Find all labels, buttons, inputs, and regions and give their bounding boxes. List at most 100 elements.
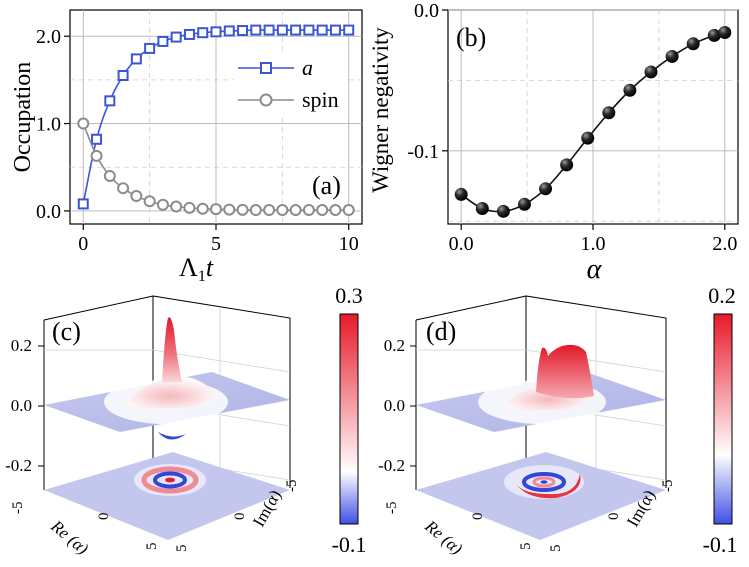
- panel-c-zticks: 0.2 0.0 -0.2: [5, 336, 32, 475]
- base-ytick-c-1: 0: [232, 513, 248, 521]
- panel-a-label: (a): [312, 171, 341, 200]
- point-a: [329, 24, 341, 36]
- panel-b-ylabel: Wigner negativity: [368, 27, 393, 193]
- base-ring-blue: [522, 472, 566, 492]
- base-ring-blue: [153, 471, 187, 489]
- point-negativity: [581, 131, 595, 145]
- panel-b-ticks: 0.0 -0.1 0.0 1.0 2.0: [407, 0, 737, 255]
- point-a: [303, 24, 315, 36]
- panel-a-ticks: 0.0 1.0 2.0 0 5 10: [36, 26, 359, 255]
- panel-a-series: [77, 24, 355, 217]
- point-spin: [130, 190, 143, 203]
- base-center: [165, 477, 175, 483]
- base-xlabel-c: Re (α): [47, 516, 93, 559]
- point-spin: [196, 202, 209, 215]
- point-a: [290, 24, 302, 36]
- point-negativity: [454, 187, 468, 201]
- base-xtick-c-0: -5: [10, 502, 26, 515]
- panel-a-xlabel-main: Λ: [179, 253, 198, 282]
- panel-a-legend: a spin: [234, 52, 346, 114]
- point-spin: [289, 204, 302, 217]
- xtick-label: 5: [211, 233, 221, 255]
- ytick-label: -0.1: [407, 141, 439, 163]
- panel-d-zticks: 0.2 0.0 -0.2: [378, 336, 405, 475]
- panel-d-label: (d): [426, 317, 456, 346]
- point-spin: [77, 117, 90, 130]
- point-spin: [263, 204, 276, 217]
- zticks-d-2: -0.2: [378, 456, 405, 475]
- point-a: [104, 95, 116, 107]
- point-spin: [236, 203, 249, 216]
- point-spin: [156, 198, 169, 211]
- xtick-label: 0.0: [449, 233, 474, 255]
- panel-b-label: (b): [456, 23, 486, 52]
- colorbar-d: [713, 313, 733, 525]
- point-negativity: [686, 37, 700, 51]
- panel-d-ztick-marks: [410, 345, 416, 467]
- base-ytick-d-0: 5: [548, 545, 564, 553]
- panel-b: 0.0 -0.1 0.0 1.0 2.0 (b) Wigner negativity α: [368, 0, 739, 285]
- ytick-label: 1.0: [36, 114, 61, 136]
- box-top-left-edge: [415, 295, 527, 321]
- point-a: [130, 53, 142, 65]
- zticks-d-0: 0.2: [384, 336, 405, 355]
- base-xtick-d-1: 0: [470, 513, 486, 521]
- point-negativity: [665, 49, 679, 63]
- point-spin: [302, 204, 315, 217]
- point-spin: [223, 203, 236, 216]
- base-ytick-c-2: -5: [284, 480, 300, 493]
- panel-a: 0.0 1.0 2.0 0 5 10 (a) Occupation Λ1t a spin: [10, 9, 363, 285]
- zticks-c-0: 0.2: [11, 336, 32, 355]
- point-negativity: [560, 158, 574, 172]
- panel-a-xlabel: Λ1t: [179, 253, 214, 285]
- point-a: [223, 25, 235, 37]
- point-spin: [103, 169, 116, 182]
- point-negativity: [496, 204, 510, 218]
- ytick-label: 0.0: [36, 201, 61, 223]
- point-spin: [249, 204, 262, 217]
- panel-c-label: (c): [52, 317, 81, 346]
- colorbar-d-max: 0.2: [708, 283, 736, 308]
- point-spin: [117, 182, 130, 195]
- legend-marker-a: [260, 62, 272, 74]
- point-negativity: [475, 202, 489, 216]
- xtick-label: 1.0: [581, 233, 606, 255]
- point-negativity: [718, 26, 732, 40]
- point-a: [276, 24, 288, 36]
- base-ytick-d-2: -5: [660, 480, 676, 493]
- point-a: [250, 24, 262, 36]
- panel-a-xlabel-sub: 1: [198, 268, 206, 285]
- point-negativity: [539, 182, 553, 196]
- point-spin: [329, 204, 342, 217]
- point-a: [210, 26, 222, 38]
- base-ytick-c-0: 5: [174, 545, 190, 553]
- ytick-label: 2.0: [36, 26, 61, 48]
- zticks-d-1: 0.0: [384, 396, 405, 415]
- point-a: [237, 25, 249, 37]
- base-ring-outer: [141, 466, 199, 494]
- colorbar-c-max: 0.3: [335, 283, 363, 308]
- point-a: [144, 42, 156, 54]
- surface-ridge: [536, 344, 594, 399]
- panel-a-ylabel: Occupation: [10, 62, 36, 173]
- surface-dip: [158, 432, 186, 440]
- point-spin: [342, 204, 355, 217]
- point-spin: [183, 201, 196, 214]
- colorbar-d-min: -0.1: [703, 532, 738, 557]
- base-xtick-d-0: -5: [384, 502, 400, 515]
- point-spin: [210, 203, 222, 216]
- legend-label-spin: spin: [302, 87, 339, 112]
- base-ring-inner: [532, 476, 556, 488]
- surface-spike: [162, 317, 182, 382]
- base-xtick-d-2: 5: [518, 543, 534, 551]
- point-a: [263, 24, 275, 36]
- legend-label-a: a: [302, 55, 313, 80]
- point-spin: [143, 195, 156, 208]
- legend-marker-spin: [259, 93, 273, 107]
- point-a: [183, 28, 195, 40]
- point-negativity: [623, 83, 637, 97]
- box-top-left-edge: [43, 295, 154, 321]
- point-a: [170, 31, 182, 43]
- point-a: [197, 27, 209, 39]
